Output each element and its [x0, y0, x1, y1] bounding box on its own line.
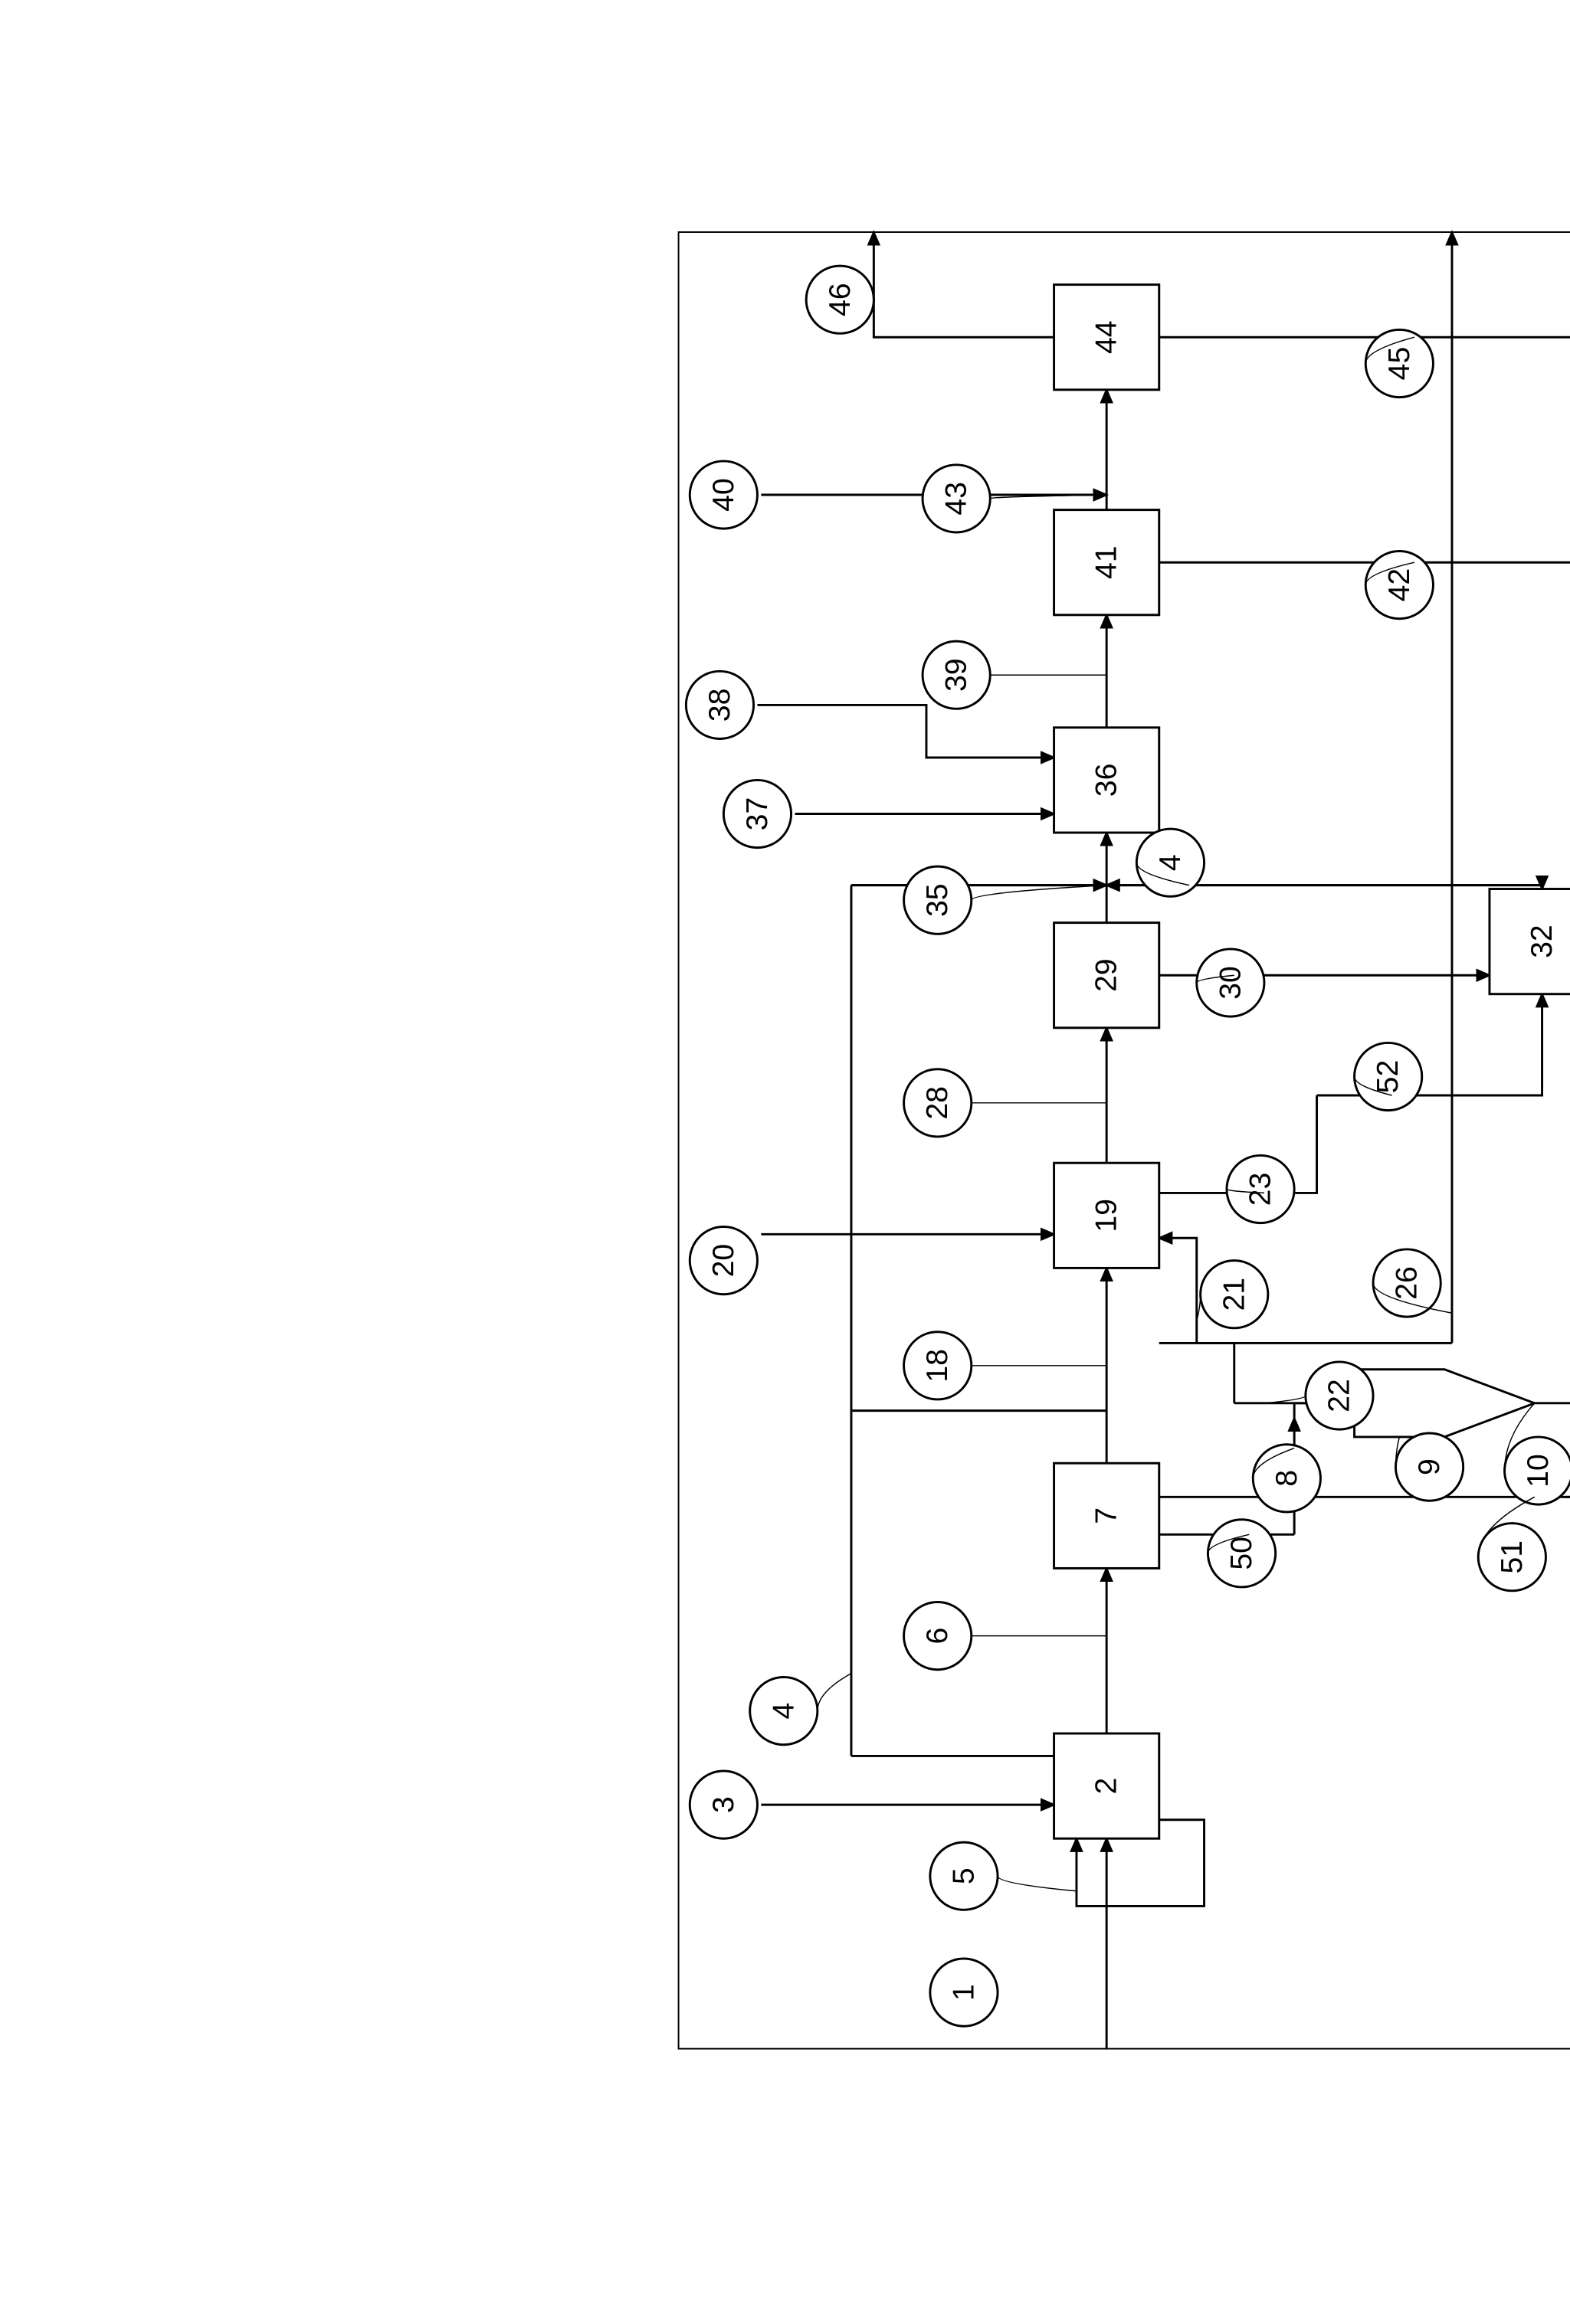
ref-label-52-text: 52: [1372, 1060, 1404, 1094]
ref-label-18-text: 18: [921, 1349, 954, 1383]
ref-label-22-text: 22: [1323, 1379, 1355, 1412]
ref-label-9-text: 9: [1413, 1458, 1446, 1475]
ref-label-30-text: 30: [1214, 966, 1247, 1000]
ref-label-8-text: 8: [1270, 1470, 1303, 1487]
ref-label-21-text: 21: [1218, 1278, 1250, 1311]
ref-label-46-text: 46: [824, 283, 857, 316]
ref-label-35-text: 35: [921, 883, 954, 917]
ref-label-40-text: 40: [707, 478, 740, 512]
ref-label-37-text: 37: [741, 797, 774, 831]
ref-label-3-text: 3: [707, 1796, 740, 1813]
process-box-19-label: 19: [1090, 1199, 1123, 1232]
process-box-7-label: 7: [1090, 1507, 1123, 1524]
ref-label-39-text: 39: [940, 658, 973, 692]
ref-label-43-text: 43: [940, 482, 973, 516]
ref-label-45-text: 45: [1383, 347, 1416, 381]
process-box-44-label: 44: [1090, 320, 1123, 354]
process-box-29-label: 29: [1090, 958, 1123, 992]
ref-label-5-text: 5: [947, 1867, 980, 1884]
ref-label-26-text: 26: [1391, 1266, 1424, 1300]
ref-label-4-text: 4: [767, 1703, 800, 1720]
ref-label-23-text: 23: [1244, 1173, 1277, 1206]
flow-diagram: 2719293641443213456891011121820212223262…: [0, 0, 1570, 2324]
ref-label-6-text: 6: [921, 1628, 954, 1645]
ref-label-51-text: 51: [1496, 1540, 1529, 1574]
ref-label-1-text: 1: [947, 1984, 980, 2001]
process-box-41-label: 41: [1090, 545, 1123, 579]
ref-label-42-text: 42: [1383, 568, 1416, 602]
process-box-36-label: 36: [1090, 764, 1123, 797]
ref-label-4b-text: 4: [1154, 854, 1187, 871]
ref-label-20-text: 20: [707, 1244, 740, 1278]
ref-label-50-text: 50: [1225, 1537, 1258, 1570]
ref-label-28-text: 28: [921, 1086, 954, 1120]
ref-label-38-text: 38: [703, 689, 736, 722]
process-box-2-label: 2: [1090, 1778, 1123, 1795]
ref-label-10-text: 10: [1522, 1454, 1555, 1488]
process-box-32-label: 32: [1526, 925, 1559, 958]
